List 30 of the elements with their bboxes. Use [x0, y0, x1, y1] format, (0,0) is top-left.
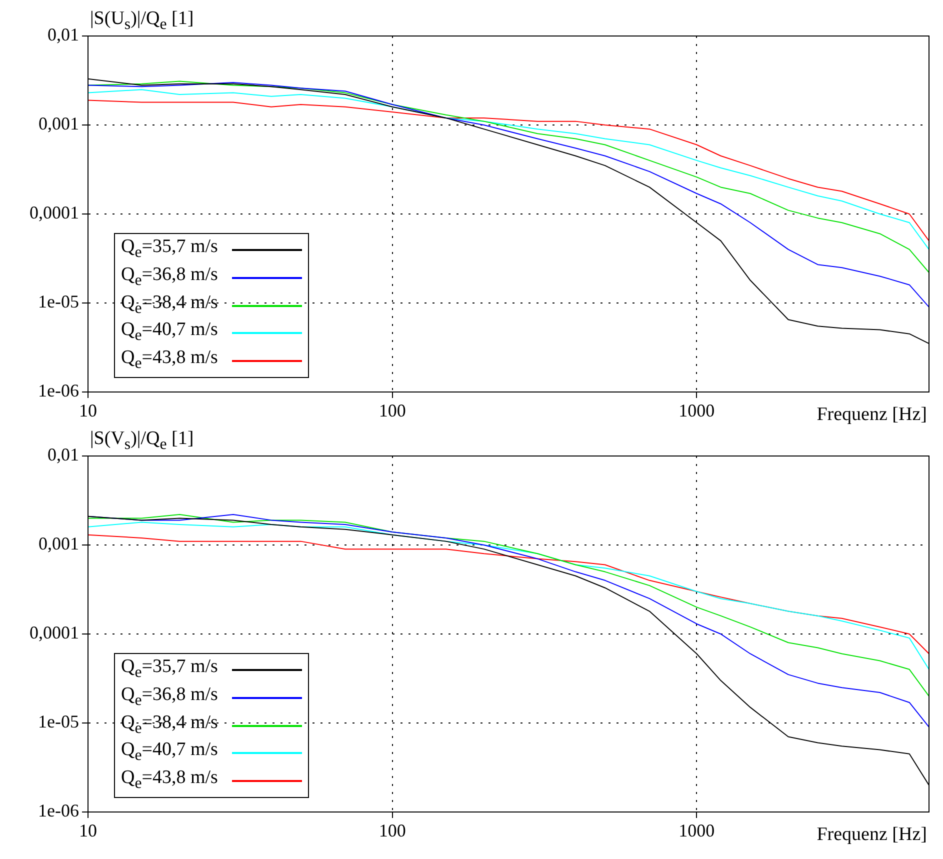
legend-label: Q$_{e}$=43,8 m/s: [121, 347, 218, 374]
y-axis-title: |S(U$_{s}$)|/Q$_{e}$ [1]: [90, 8, 194, 34]
x-tick-label: 10: [79, 400, 97, 421]
legend-label: Q$_{e}$=40,7 m/s: [121, 739, 218, 766]
y-tick-label: 0,001: [38, 114, 79, 134]
y-tick-label: 0,01: [48, 24, 79, 45]
x-tick-label: 10: [79, 820, 97, 841]
y-tick-label: 0,001: [38, 534, 79, 554]
x-tick-label: 100: [378, 400, 406, 421]
y-tick-label: 0,0001: [30, 622, 79, 643]
legend-label: Q$_{e}$=35,7 m/s: [121, 236, 218, 263]
legend-label: Q$_{e}$=40,7 m/s: [121, 319, 218, 346]
x-tick-label: 100: [378, 820, 406, 841]
y-axis-title: |S(V$_{s}$)|/Q$_{e}$ [1]: [90, 428, 194, 454]
y-tick-label: 0,0001: [30, 202, 79, 223]
legend-label: Q$_{e}$=43,8 m/s: [121, 767, 218, 794]
legend-label: Q$_{e}$=36,8 m/s: [121, 264, 218, 291]
x-tick-label: 1000: [678, 820, 715, 841]
legend-label: Q$_{e}$=36,8 m/s: [121, 684, 218, 711]
y-tick-label: 1e-05: [38, 712, 79, 732]
x-tick-label: 1000: [678, 400, 715, 421]
legend-label: Q$_{e}$=38,4 m/s: [121, 292, 218, 318]
x-axis-title: Frequenz [Hz]: [816, 404, 927, 426]
y-tick-label: 0,01: [48, 444, 79, 465]
y-tick-label: 1e-05: [38, 292, 79, 312]
legend-label: Q$_{e}$=38,4 m/s: [121, 712, 218, 738]
legend-label: Q$_{e}$=35,7 m/s: [121, 656, 218, 683]
y-tick-label: 1e-06: [38, 380, 79, 401]
y-tick-label: 1e-06: [38, 800, 79, 821]
x-axis-title: Frequenz [Hz]: [816, 824, 927, 846]
